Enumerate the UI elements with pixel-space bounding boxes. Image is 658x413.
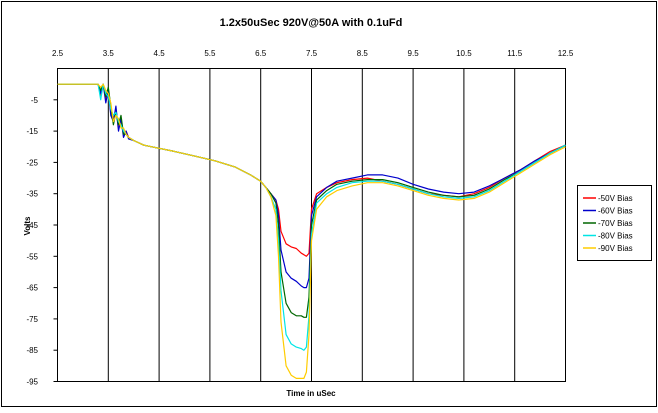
y-tick-labels: -5 -15 -25 -35 -45 -55 -65 -75 -85 -95 [26, 96, 38, 387]
x-tick-label: 4.5 [154, 49, 166, 58]
grid-lines [53, 68, 516, 382]
y-tick-label: -55 [26, 252, 38, 261]
legend-label: -90V Bias [598, 244, 633, 253]
legend-label: -80V Bias [598, 232, 633, 241]
chart-title: 1.2x50uSec 920V@50A with 0.1uFd [220, 17, 403, 29]
y-tick-label: -75 [26, 315, 38, 324]
y-tick-label: -25 [26, 158, 38, 167]
x-tick-label: 2.5 [52, 49, 64, 58]
x-axis-label: Time in uSec [286, 389, 336, 398]
x-tick-label: 12.5 [558, 49, 574, 58]
legend-label: -70V Bias [598, 219, 633, 228]
x-tick-labels: 2.5 3.5 4.5 5.5 6.5 7.5 8.5 9.5 10.5 11.5 12.5 [52, 49, 574, 58]
y-axis-label: Volts [23, 216, 32, 236]
series-line-2 [57, 83, 566, 289]
y-tick-label: -45 [26, 221, 38, 230]
series-line-3 [57, 83, 566, 318]
x-tick-label: 8.5 [357, 49, 369, 58]
x-tick-label: 11.5 [507, 49, 523, 58]
legend-label: -50V Bias [598, 194, 633, 203]
y-tick-label: -5 [31, 96, 39, 105]
y-tick-label: -65 [26, 284, 38, 293]
y-tick-label: -95 [26, 378, 38, 387]
x-tick-label: 6.5 [255, 49, 267, 58]
series-lines [57, 83, 566, 379]
y-tick-label: -35 [26, 190, 38, 199]
legend-items: -50V Bias -60V Bias -70V Bias -80V Bias -90V… [583, 194, 633, 253]
x-tick-label: 3.5 [103, 49, 115, 58]
x-tick-label: 9.5 [408, 49, 420, 58]
series-line-4 [57, 83, 566, 351]
x-tick-label: 7.5 [306, 49, 318, 58]
x-tick-label: 10.5 [456, 49, 472, 58]
legend-label: -60V Bias [598, 207, 633, 216]
legend: -50V Bias -60V Bias -70V Bias -80V Bias -90V… [577, 185, 652, 261]
y-tick-label: -15 [26, 127, 38, 136]
y-tick-label: -85 [26, 346, 38, 355]
series-line-5 [57, 83, 566, 379]
x-tick-label: 5.5 [204, 49, 216, 58]
